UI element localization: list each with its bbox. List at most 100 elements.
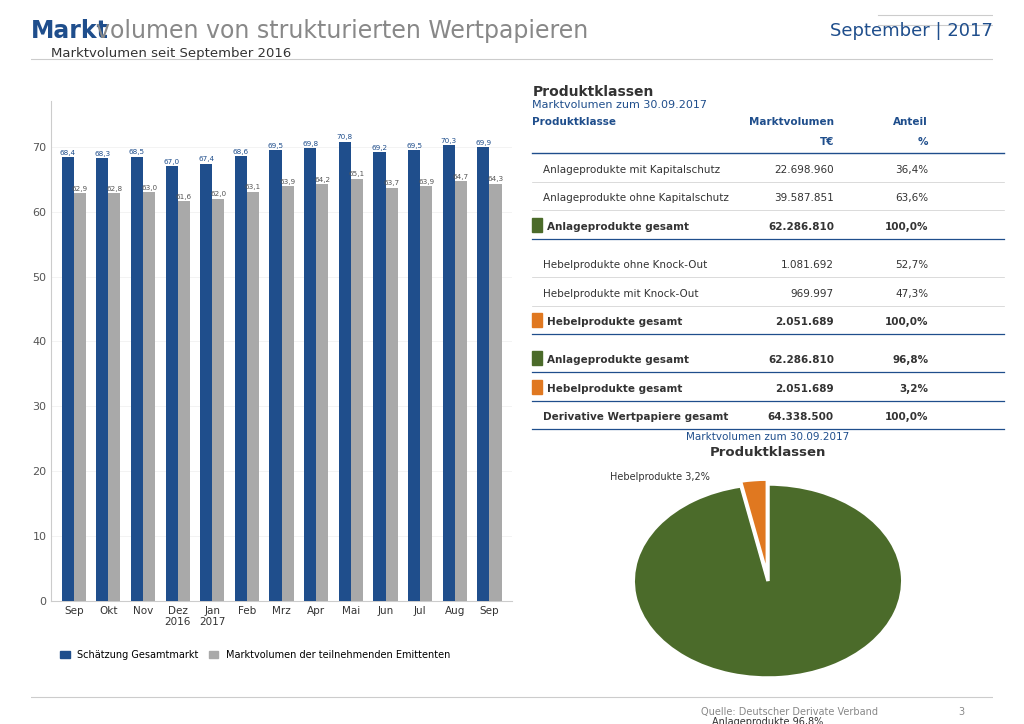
Text: Hebelprodukte gesamt: Hebelprodukte gesamt (547, 384, 682, 394)
Text: Anteil: Anteil (893, 117, 928, 127)
Text: 64.338.500: 64.338.500 (768, 413, 834, 422)
Text: Quelle: Deutscher Derivate Verband: Quelle: Deutscher Derivate Verband (700, 707, 878, 717)
Text: Anlageprodukte 96,8%: Anlageprodukte 96,8% (713, 717, 823, 724)
Bar (489, 184, 502, 601)
Text: 67,4: 67,4 (199, 156, 214, 162)
Wedge shape (633, 484, 903, 678)
Text: 65,1: 65,1 (349, 172, 365, 177)
Text: Hebelprodukte 3,2%: Hebelprodukte 3,2% (610, 472, 710, 481)
Legend: Schätzung Gesamtmarkt, Marktvolumen der teilnehmenden Emittenten: Schätzung Gesamtmarkt, Marktvolumen der … (56, 646, 455, 663)
Text: 96,8%: 96,8% (892, 355, 928, 365)
Bar (304, 148, 316, 601)
Text: Hebelprodukte mit Knock-Out: Hebelprodukte mit Knock-Out (543, 288, 698, 298)
Text: 64,3: 64,3 (487, 177, 504, 182)
Text: volumen von strukturierten Wertpapieren: volumen von strukturierten Wertpapieren (96, 19, 589, 43)
Bar (96, 158, 109, 601)
Text: 63,9: 63,9 (418, 179, 434, 185)
Text: Anlageprodukte gesamt: Anlageprodukte gesamt (547, 355, 688, 365)
Text: 63,0: 63,0 (141, 185, 157, 191)
Text: Anlageprodukte gesamt: Anlageprodukte gesamt (547, 222, 688, 232)
Bar (143, 192, 156, 601)
Bar (74, 193, 86, 601)
Text: 68,4: 68,4 (59, 150, 76, 156)
Text: Hebelprodukte gesamt: Hebelprodukte gesamt (547, 317, 682, 327)
Text: %: % (918, 138, 928, 148)
Text: 2.051.689: 2.051.689 (775, 317, 834, 327)
Text: 100,0%: 100,0% (885, 222, 928, 232)
Bar (351, 179, 364, 601)
Text: 62,0: 62,0 (210, 191, 226, 198)
Text: Marktvolumen seit September 2016: Marktvolumen seit September 2016 (51, 47, 292, 60)
Bar (269, 150, 282, 601)
Text: Marktvolumen zum 30.09.2017: Marktvolumen zum 30.09.2017 (686, 432, 850, 442)
Text: 64,2: 64,2 (314, 177, 331, 183)
Text: 64,7: 64,7 (453, 174, 469, 180)
Bar (200, 164, 212, 601)
Text: Anlageprodukte mit Kapitalschutz: Anlageprodukte mit Kapitalschutz (543, 164, 720, 174)
Bar (177, 201, 189, 601)
Bar (234, 156, 247, 601)
Bar (212, 198, 224, 601)
Text: 62.286.810: 62.286.810 (768, 355, 834, 365)
Text: Marktvolumen zum 30.09.2017: Marktvolumen zum 30.09.2017 (532, 101, 708, 110)
Bar (442, 145, 455, 601)
FancyBboxPatch shape (531, 351, 542, 366)
Text: 63,7: 63,7 (384, 180, 399, 186)
Title: Produktklassen: Produktklassen (710, 445, 826, 458)
Text: Markt: Markt (31, 19, 109, 43)
FancyBboxPatch shape (531, 218, 542, 232)
Text: 68,5: 68,5 (129, 149, 145, 155)
Bar (61, 157, 74, 601)
Text: Derivative Wertpapiere gesamt: Derivative Wertpapiere gesamt (543, 413, 728, 422)
Bar (109, 193, 121, 601)
Text: 969.997: 969.997 (791, 288, 834, 298)
Text: 63,1: 63,1 (245, 184, 261, 190)
Bar (316, 185, 329, 601)
Bar (408, 150, 420, 601)
Text: 61,6: 61,6 (176, 194, 191, 200)
Text: 3,2%: 3,2% (899, 384, 928, 394)
Text: 69,5: 69,5 (407, 143, 422, 148)
Wedge shape (740, 479, 767, 576)
Text: 67,0: 67,0 (164, 159, 179, 165)
Text: 69,9: 69,9 (475, 140, 492, 146)
Text: 22.698.960: 22.698.960 (774, 164, 834, 174)
Text: Marktvolumen: Marktvolumen (749, 117, 834, 127)
Bar (131, 156, 143, 601)
Text: 63,9: 63,9 (280, 179, 296, 185)
Bar (455, 181, 467, 601)
Bar (374, 152, 386, 601)
Text: 47,3%: 47,3% (895, 288, 928, 298)
Text: 62,8: 62,8 (106, 186, 123, 192)
Text: 68,3: 68,3 (94, 151, 111, 156)
Text: 100,0%: 100,0% (885, 317, 928, 327)
Text: 2.051.689: 2.051.689 (775, 384, 834, 394)
Text: 68,6: 68,6 (232, 148, 249, 154)
Bar (282, 186, 294, 601)
FancyBboxPatch shape (531, 313, 542, 327)
Text: 52,7%: 52,7% (895, 260, 928, 270)
Text: 1.081.692: 1.081.692 (781, 260, 834, 270)
Text: Produktklassen: Produktklassen (532, 85, 654, 99)
Text: 70,8: 70,8 (337, 134, 353, 140)
Text: T€: T€ (819, 138, 834, 148)
Text: 69,2: 69,2 (372, 145, 387, 151)
Text: 36,4%: 36,4% (895, 164, 928, 174)
Text: 69,5: 69,5 (267, 143, 284, 148)
Bar (166, 167, 177, 601)
Bar (339, 142, 351, 601)
Text: September | 2017: September | 2017 (830, 22, 993, 40)
Text: 62.286.810: 62.286.810 (768, 222, 834, 232)
Text: Anlageprodukte ohne Kapitalschutz: Anlageprodukte ohne Kapitalschutz (543, 193, 729, 203)
Bar (247, 192, 259, 601)
Bar (420, 186, 432, 601)
Text: 63,6%: 63,6% (895, 193, 928, 203)
Text: 3: 3 (958, 707, 965, 717)
Text: Produktklasse: Produktklasse (532, 117, 616, 127)
Text: 62,9: 62,9 (72, 185, 88, 192)
Text: 69,8: 69,8 (302, 140, 318, 147)
Text: 100,0%: 100,0% (885, 413, 928, 422)
Bar (477, 148, 489, 601)
Text: 70,3: 70,3 (440, 138, 457, 143)
Text: Hebelprodukte ohne Knock-Out: Hebelprodukte ohne Knock-Out (543, 260, 708, 270)
